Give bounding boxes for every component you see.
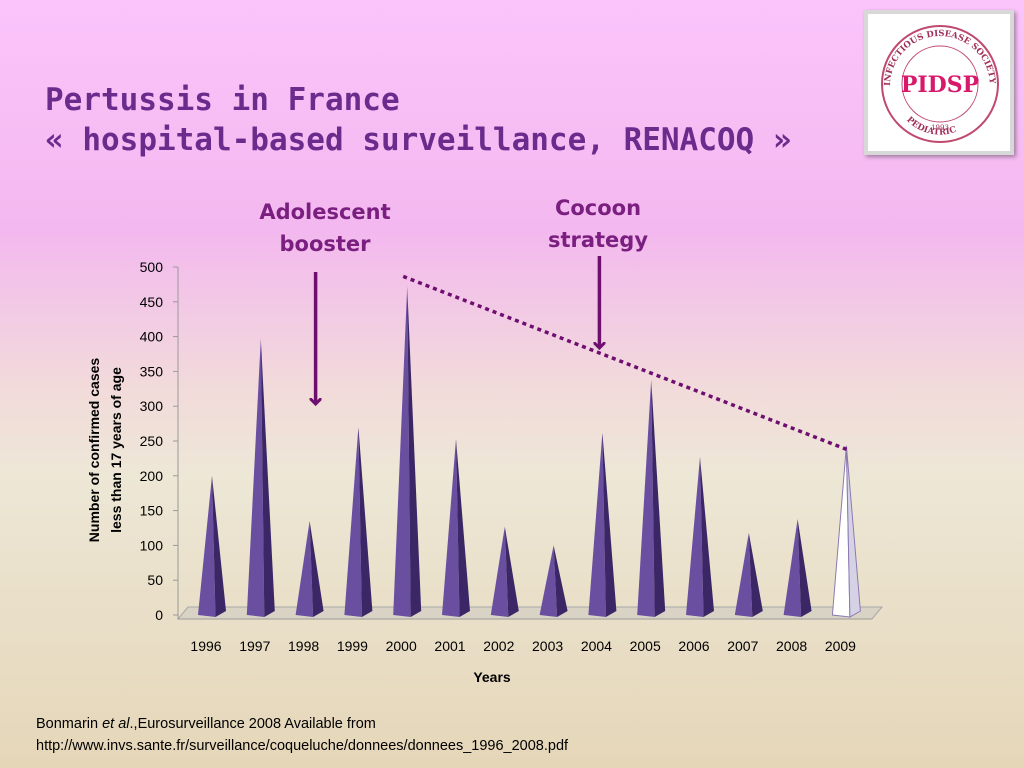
bar-side <box>504 526 519 617</box>
bar-side <box>456 438 470 617</box>
trend-dotted-line <box>402 274 852 453</box>
bar-2001 <box>442 438 470 617</box>
y-tick-label: 50 <box>147 572 163 588</box>
y-axis-title-line-2: less than 17 years of age <box>108 367 124 533</box>
x-tick-label: 2004 <box>581 638 612 654</box>
x-tick-label: 1996 <box>190 638 221 654</box>
bar-side <box>748 532 763 617</box>
x-tick-label: 2005 <box>630 638 661 654</box>
y-tick-label: 200 <box>140 468 164 484</box>
bar-face <box>588 432 606 617</box>
bar-side <box>358 427 373 617</box>
x-tick-label: 1999 <box>337 638 368 654</box>
bar-1999 <box>344 427 373 617</box>
pidsp-seal-icon: INFECTIOUS DISEASE SOCIETY OF THE PHILIP… <box>864 7 999 143</box>
title-line-1: Pertussis in France <box>45 82 400 118</box>
x-tick-label: 2002 <box>483 638 514 654</box>
y-axis-title: Number of confirmed cases less than 17 y… <box>83 320 127 580</box>
cocoon-label-line-2: strategy <box>547 228 649 252</box>
bar-side <box>260 338 275 617</box>
adolescent-booster-label: Adolescent booster <box>250 196 400 260</box>
x-tick-label: 2009 <box>825 638 856 654</box>
pidsp-logo: INFECTIOUS DISEASE SOCIETY OF THE PHILIP… <box>864 7 1014 155</box>
citation-url: http://www.invs.sante.fr/surveillance/co… <box>36 738 569 754</box>
x-tick-label: 2006 <box>678 638 709 654</box>
bar-side <box>845 445 861 618</box>
y-tick-label: 250 <box>140 433 164 449</box>
bar-2007 <box>734 532 763 617</box>
y-tick-label: 400 <box>140 329 164 345</box>
citation-text: .,Eurosurveillance 2008 Available from <box>129 716 376 732</box>
bar-1998 <box>295 521 324 617</box>
bar-2008 <box>783 518 812 617</box>
cocoon-strategy-label: Cocoon strategy <box>523 192 673 256</box>
bar-face <box>539 545 558 617</box>
bar-side <box>553 545 568 617</box>
bar-face <box>246 338 265 617</box>
bar-1996 <box>198 475 226 617</box>
x-tick-label: 2000 <box>386 638 417 654</box>
chart-floor <box>176 606 884 620</box>
y-tick-label: 150 <box>140 503 164 519</box>
bar-side <box>212 475 226 617</box>
y-axis-title-line-1: Number of confirmed cases <box>86 357 102 543</box>
y-tick-label: 500 <box>140 259 164 275</box>
bar-2006 <box>686 457 714 617</box>
y-tick-label: 100 <box>140 537 164 553</box>
bar-face <box>295 521 314 617</box>
cocoon-label-line-1: Cocoon <box>554 196 642 220</box>
x-tick-label: 2003 <box>532 638 563 654</box>
bar-2003 <box>539 545 568 617</box>
x-tick-label: 1998 <box>288 638 319 654</box>
y-tick-label: 350 <box>140 363 164 379</box>
bar-face <box>344 427 362 617</box>
chart-overlay <box>316 256 852 453</box>
bar-side <box>651 379 666 617</box>
citation-line: Bonmarin et al.,Eurosurveillance 2008 Av… <box>36 713 568 735</box>
x-axis-title: Years <box>473 669 511 685</box>
bar-side <box>700 457 714 617</box>
bar-side <box>797 518 812 617</box>
bar-side <box>602 432 617 617</box>
bar-side <box>407 286 422 617</box>
bar-2004 <box>588 432 617 617</box>
x-tick-label: 1997 <box>239 638 270 654</box>
adolescent-label-line-1: Adolescent <box>259 200 391 224</box>
bar-face <box>393 286 411 617</box>
bar-face <box>442 438 460 617</box>
logo-year: 1993 <box>931 124 949 132</box>
logo-monogram: PIDSP <box>901 72 979 98</box>
bar-1997 <box>246 338 275 617</box>
bar-face <box>686 457 704 617</box>
bar-face <box>783 518 802 617</box>
bar-2002 <box>490 526 519 617</box>
title-line-2: « hospital-based surveillance, RENACOQ » <box>45 122 792 158</box>
chart-bars <box>198 286 861 618</box>
slide-title: Pertussis in France « hospital-based sur… <box>45 80 792 160</box>
x-tick-label: 2001 <box>434 638 465 654</box>
source-citation: Bonmarin et al.,Eurosurveillance 2008 Av… <box>36 713 568 757</box>
x-tick-label: 2007 <box>727 638 758 654</box>
y-tick-label: 450 <box>140 294 164 310</box>
bar-face <box>734 532 753 617</box>
bar-2009 <box>831 445 861 618</box>
citation-author: Bonmarin <box>36 716 103 732</box>
x-tick-label: 2008 <box>776 638 807 654</box>
y-tick-label: 0 <box>155 607 163 623</box>
bar-2005 <box>637 379 666 617</box>
bar-face <box>198 475 216 617</box>
citation-etal: et al <box>102 716 130 732</box>
bar-side <box>309 521 324 617</box>
bar-face <box>637 379 655 617</box>
bar-face <box>490 526 509 617</box>
adolescent-label-line-2: booster <box>279 232 371 256</box>
bar-2000 <box>393 286 422 617</box>
y-tick-label: 300 <box>140 398 164 414</box>
